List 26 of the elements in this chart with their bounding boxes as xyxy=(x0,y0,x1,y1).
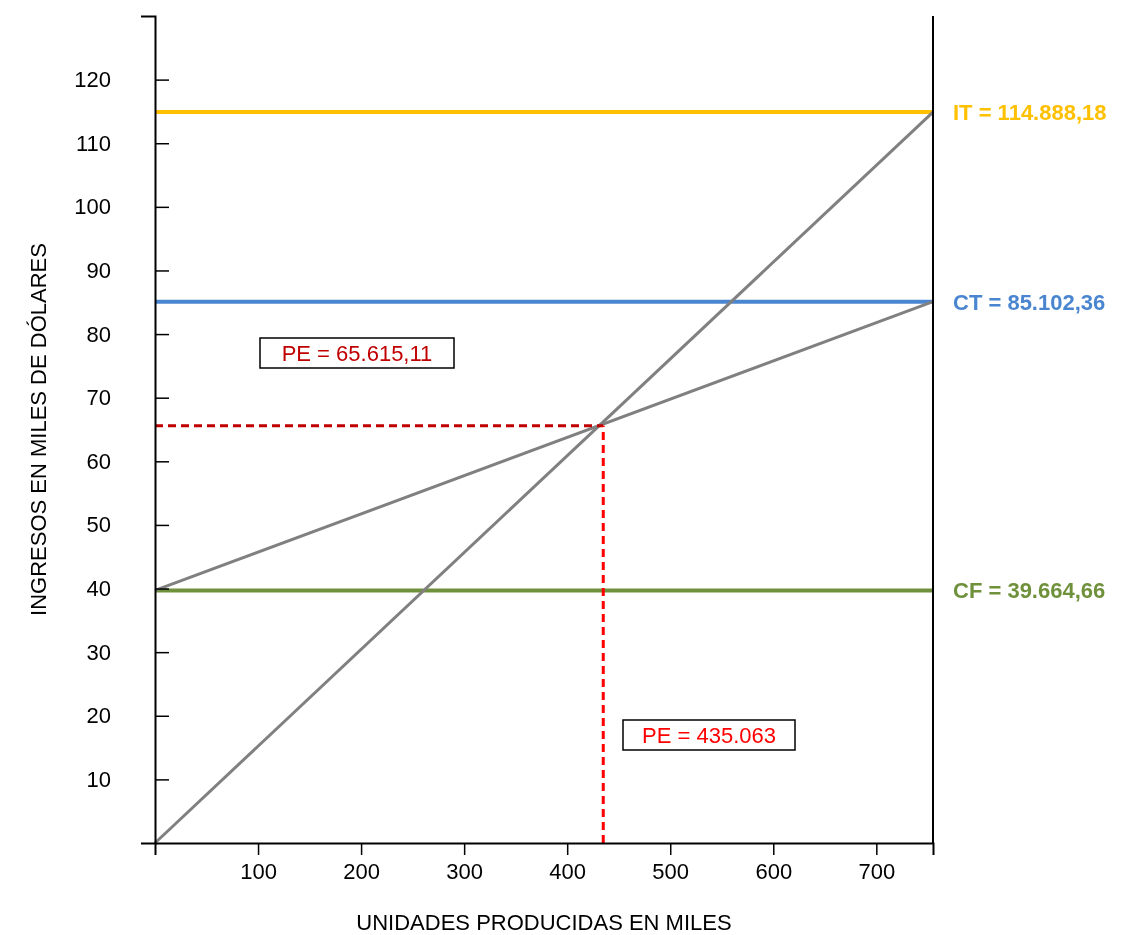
x-tick-label: 100 xyxy=(240,858,277,884)
annotation: PE = 435.063 xyxy=(642,723,776,748)
y-axis-title: INGRESOS EN MILES DE DÓLARES xyxy=(26,243,51,616)
annotation: PE = 65.615,11 xyxy=(281,341,433,366)
y-tick-label: 50 xyxy=(86,512,111,538)
text: CF = 39.664,66 xyxy=(953,578,1106,604)
y-tick-label: 20 xyxy=(86,703,111,729)
y-tick-label: 70 xyxy=(86,385,111,411)
y-tick-label: 110 xyxy=(75,130,111,156)
y-tick-label: 120 xyxy=(74,67,111,93)
y-tick-label: 90 xyxy=(86,258,111,283)
x-axis-title: UNIDADES PRODUCIDAS EN MILES xyxy=(356,910,732,935)
x-tick-label: 300 xyxy=(446,858,483,884)
x-tick-label: 600 xyxy=(755,858,793,884)
text: IT = 114.888,18 xyxy=(953,100,1107,126)
y-tick-label: 80 xyxy=(86,321,111,347)
y-tick-label: 100 xyxy=(74,194,111,220)
x-tick-label: 400 xyxy=(549,858,587,884)
y-tick-label: 60 xyxy=(86,448,111,474)
x-tick-label: 700 xyxy=(858,858,896,884)
text: CT = 85.102,36 xyxy=(953,289,1106,315)
y-tick-label: 10 xyxy=(86,766,111,792)
y-tick-label: 30 xyxy=(86,639,111,665)
x-tick-label: 500 xyxy=(652,858,690,884)
y-tick-label: 40 xyxy=(86,576,111,602)
x-tick-label: 200 xyxy=(343,858,380,884)
